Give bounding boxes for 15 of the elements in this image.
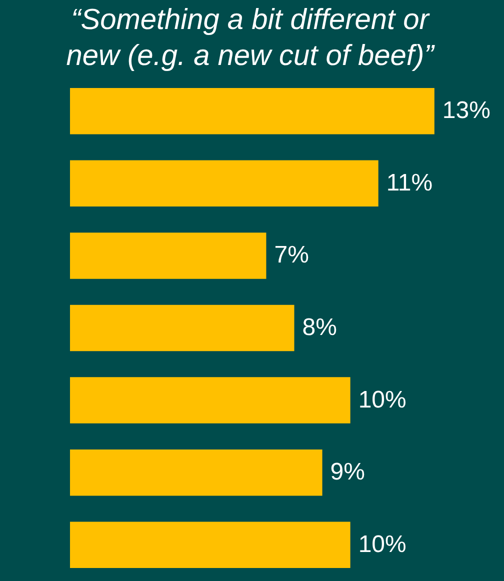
bar: [70, 160, 378, 207]
chart-title: “Something a bit different or new (e.g. a new cut of beef)”: [66, 4, 436, 72]
bar: [70, 304, 294, 352]
bar: [70, 449, 322, 496]
bar: [70, 232, 266, 279]
data-label: 8%: [302, 314, 337, 341]
data-label: 10%: [358, 530, 406, 558]
bar: [70, 88, 434, 134]
data-label: 9%: [330, 458, 365, 486]
bar: [70, 522, 350, 568]
bar: [70, 377, 350, 424]
data-label: 10%: [358, 386, 406, 414]
data-label: 11%: [386, 169, 433, 196]
data-label: 13%: [442, 97, 490, 124]
data-label: 7%: [274, 242, 309, 269]
